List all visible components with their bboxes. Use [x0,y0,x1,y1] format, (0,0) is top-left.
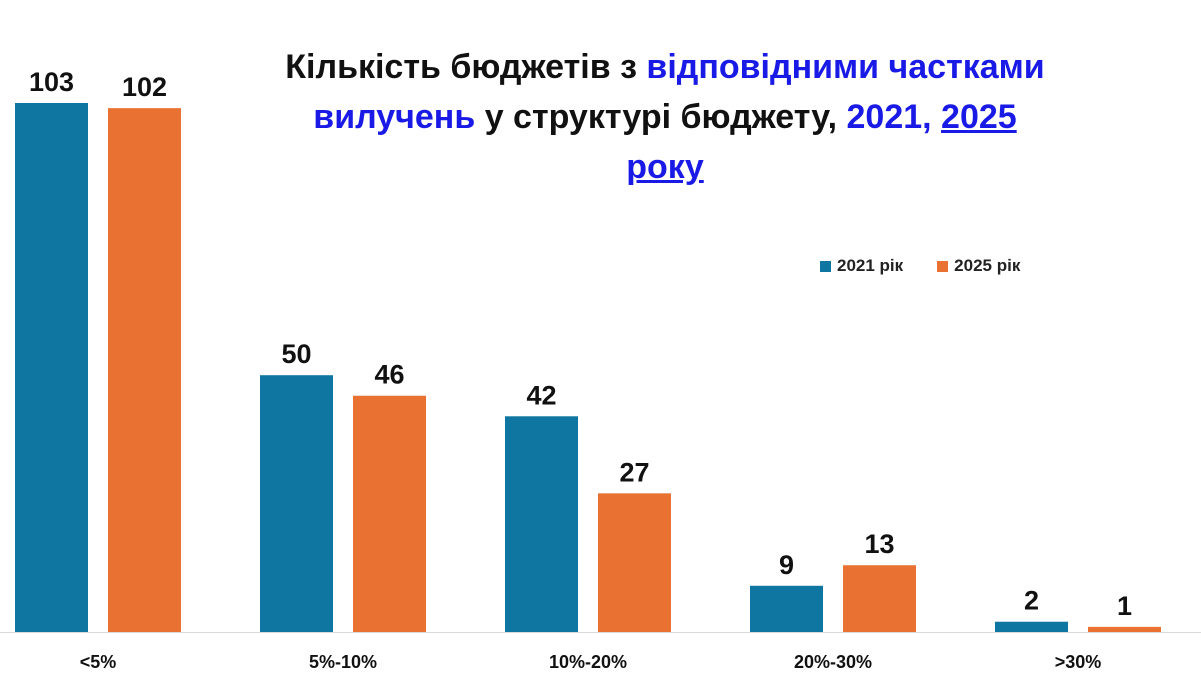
legend-item-2021: 2021 рік [820,256,903,276]
legend-label-2025: 2025 рік [954,256,1021,275]
bar [505,416,578,632]
bar [995,621,1068,632]
bar [353,395,426,632]
bar [750,585,823,632]
legend-label-2021: 2021 рік [837,256,904,275]
data-label: 50 [281,339,311,369]
bar [1088,626,1161,632]
title-part-accent: відповідними частками вилучень [313,48,1045,136]
legend-swatch-2025 [937,260,949,272]
title-part: Кількість бюджетів з [285,48,647,86]
data-label: 42 [526,380,556,410]
bar [260,375,333,632]
chart-title: Кількість бюджетів з відповідними частка… [285,42,1045,192]
x-tick-label: 20%-30% [794,652,872,672]
data-label: 27 [619,457,649,487]
x-tick-label: 10%-20% [549,652,627,672]
title-part-accent-underline: 2025 року [626,98,1017,186]
chart-legend: 2021 рік 2025 рік [820,256,1054,276]
data-label: 1 [1117,591,1132,621]
data-label: 102 [122,72,167,102]
x-tick-label: >30% [1055,652,1102,672]
legend-item-2025: 2025 рік [937,256,1020,276]
data-label: 9 [779,550,794,580]
x-tick-label: 5%-10% [309,652,377,672]
title-part: у структурі бюджету, [475,98,847,136]
bar [598,493,671,632]
data-label: 2 [1024,586,1039,616]
data-label: 46 [374,360,404,390]
legend-swatch-2021 [820,260,831,272]
bar [108,108,181,632]
bar [843,565,916,632]
bar [15,103,88,632]
title-part-accent: 2021, [846,98,942,136]
data-label: 13 [864,529,894,559]
x-tick-label: <5% [80,652,117,672]
data-label: 103 [29,67,74,97]
